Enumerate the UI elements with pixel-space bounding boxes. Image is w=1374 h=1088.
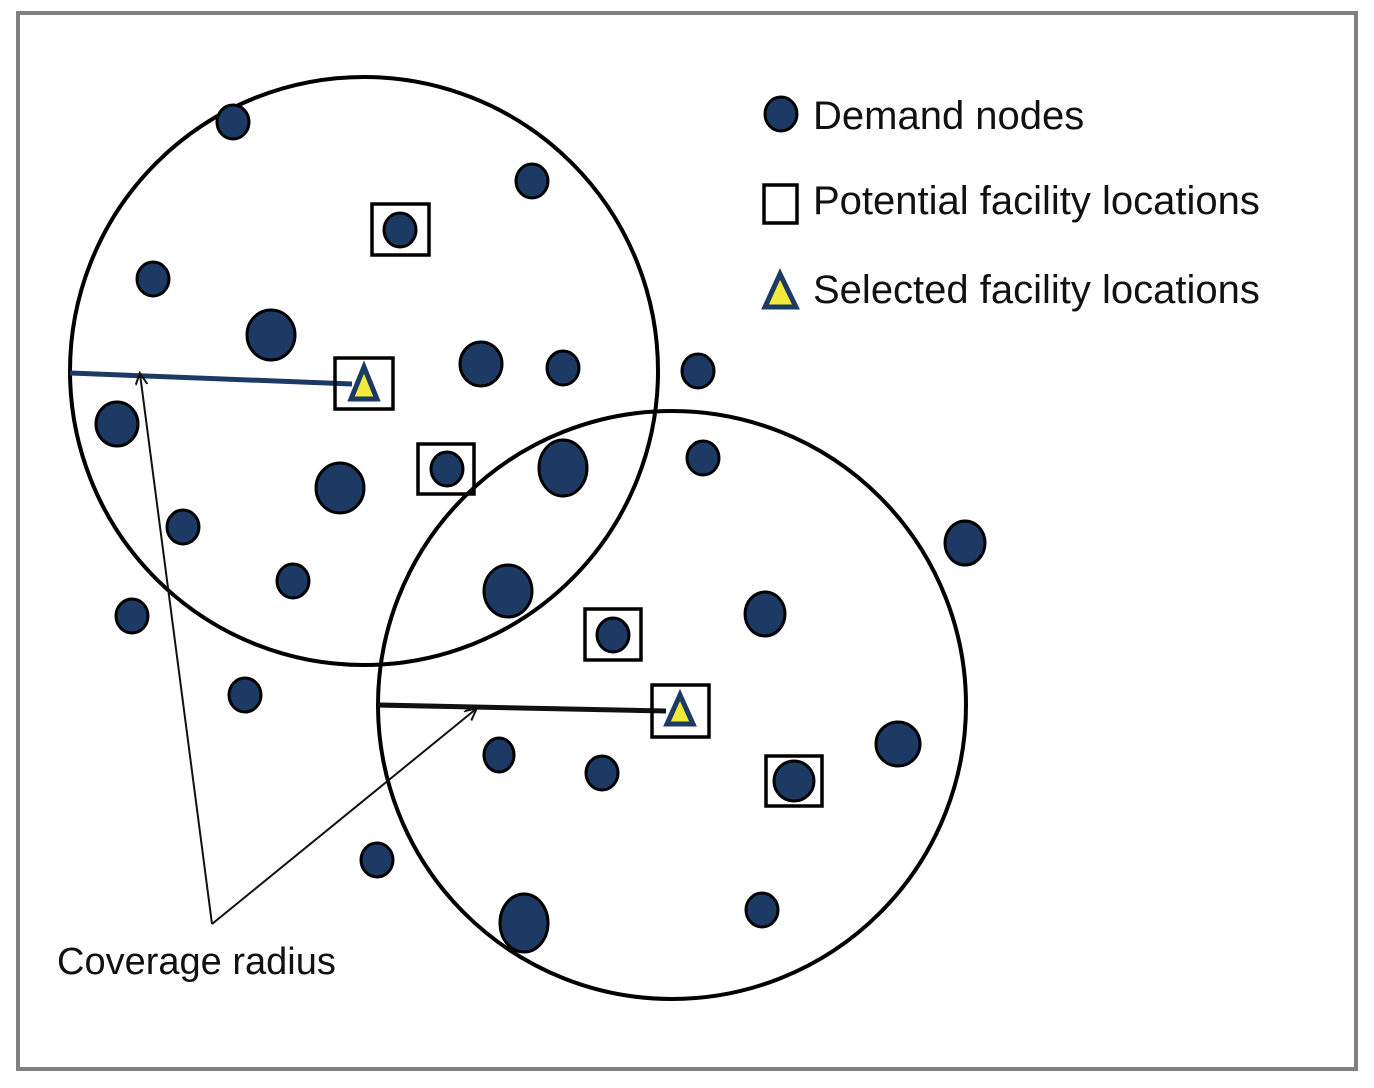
demand-node <box>482 563 534 619</box>
demand-node <box>165 508 201 546</box>
demand-node <box>685 439 721 477</box>
radius-line-2 <box>377 702 667 714</box>
demand-node <box>245 308 297 362</box>
demand-node <box>744 891 780 929</box>
demand-node <box>215 103 251 141</box>
demand-node <box>94 400 140 448</box>
selected-facility-locations <box>347 360 697 727</box>
legend-selected-facility-label: Selected facility locations <box>813 268 1260 312</box>
figure-frame <box>16 11 1358 1071</box>
selected-facility-triangle <box>347 360 381 402</box>
demand-node <box>680 352 716 390</box>
demand-node <box>584 754 620 792</box>
potential-facility-square <box>416 442 476 496</box>
demand-node <box>743 590 787 638</box>
coverage-radius-arrow-1 <box>140 374 213 925</box>
demand-node <box>943 519 987 567</box>
selected-facility-triangle <box>663 688 697 727</box>
demand-node <box>382 211 418 249</box>
potential-facility-square <box>583 607 643 662</box>
legend-potential-facility-icon <box>762 183 799 225</box>
demand-node <box>429 450 465 488</box>
potential-facility-square <box>370 202 431 257</box>
demand-node <box>359 841 395 879</box>
potential-facility-locations <box>333 202 824 808</box>
demand-nodes <box>94 103 987 954</box>
demand-node <box>595 616 631 654</box>
coverage-radius-arrow-2 <box>211 709 476 925</box>
legend-potential-facility-label: Potential facility locations <box>813 179 1260 223</box>
legend-selected-facility-icon <box>761 268 800 310</box>
demand-node <box>275 562 311 600</box>
selected-facility-square <box>650 683 711 739</box>
demand-node <box>545 349 581 387</box>
demand-node <box>135 260 171 298</box>
potential-facility-square <box>764 754 824 808</box>
demand-node <box>314 461 366 515</box>
demand-node <box>498 892 550 954</box>
demand-node <box>227 676 263 714</box>
coverage-radius-label: Coverage radius <box>57 941 336 983</box>
demand-node <box>114 597 150 635</box>
demand-node <box>458 340 504 388</box>
legend-demand-nodes-label: Demand nodes <box>813 94 1084 138</box>
demand-node <box>772 759 816 803</box>
legend-demand-node-icon <box>763 95 799 133</box>
demand-node <box>514 162 550 200</box>
coverage-circle-1 <box>68 75 660 667</box>
radius-line-1 <box>69 370 353 387</box>
demand-node <box>482 736 516 774</box>
legend: Demand nodes Potential facility location… <box>761 94 1260 312</box>
demand-node <box>874 720 922 768</box>
selected-facility-square <box>333 356 395 411</box>
demand-node <box>537 438 589 498</box>
